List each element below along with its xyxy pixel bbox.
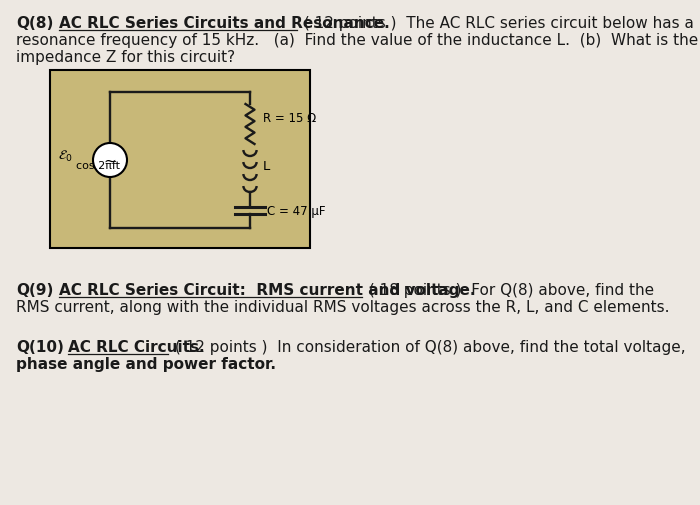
Text: AC RLC Circuits.: AC RLC Circuits. xyxy=(68,340,204,355)
Text: ( 12 points )  The AC RLC series circuit below has a: ( 12 points ) The AC RLC series circuit … xyxy=(299,16,694,31)
Text: cos 2πft: cos 2πft xyxy=(76,161,120,171)
Text: phase angle and power factor.: phase angle and power factor. xyxy=(16,357,276,372)
Circle shape xyxy=(93,143,127,177)
Text: Q(9): Q(9) xyxy=(16,283,53,298)
Text: resonance frequency of 15 kHz.   (a)  Find the value of the inductance L.  (b)  : resonance frequency of 15 kHz. (a) Find … xyxy=(16,33,699,48)
Text: ( 12 points )  In consideration of Q(8) above, find the total voltage,: ( 12 points ) In consideration of Q(8) a… xyxy=(170,340,685,355)
Text: RMS current, along with the individual RMS voltages across the R, L, and C eleme: RMS current, along with the individual R… xyxy=(16,300,669,315)
Text: R = 15 Ω: R = 15 Ω xyxy=(263,112,316,125)
Text: ( 18 points )  For Q(8) above, find the: ( 18 points ) For Q(8) above, find the xyxy=(364,283,654,298)
Text: C = 47 μF: C = 47 μF xyxy=(267,206,326,219)
Text: $\mathcal{E}_0$: $\mathcal{E}_0$ xyxy=(58,148,73,164)
Text: AC RLC Series Circuits and Resonance.: AC RLC Series Circuits and Resonance. xyxy=(59,16,390,31)
Text: Q(10): Q(10) xyxy=(16,340,64,355)
Text: L: L xyxy=(263,160,270,173)
Text: Q(8): Q(8) xyxy=(16,16,53,31)
Text: AC RLC Series Circuit:  RMS current and voltage.: AC RLC Series Circuit: RMS current and v… xyxy=(59,283,475,298)
Text: ~: ~ xyxy=(104,154,116,169)
Text: impedance Z for this circuit?: impedance Z for this circuit? xyxy=(16,50,235,65)
Bar xyxy=(50,70,310,248)
